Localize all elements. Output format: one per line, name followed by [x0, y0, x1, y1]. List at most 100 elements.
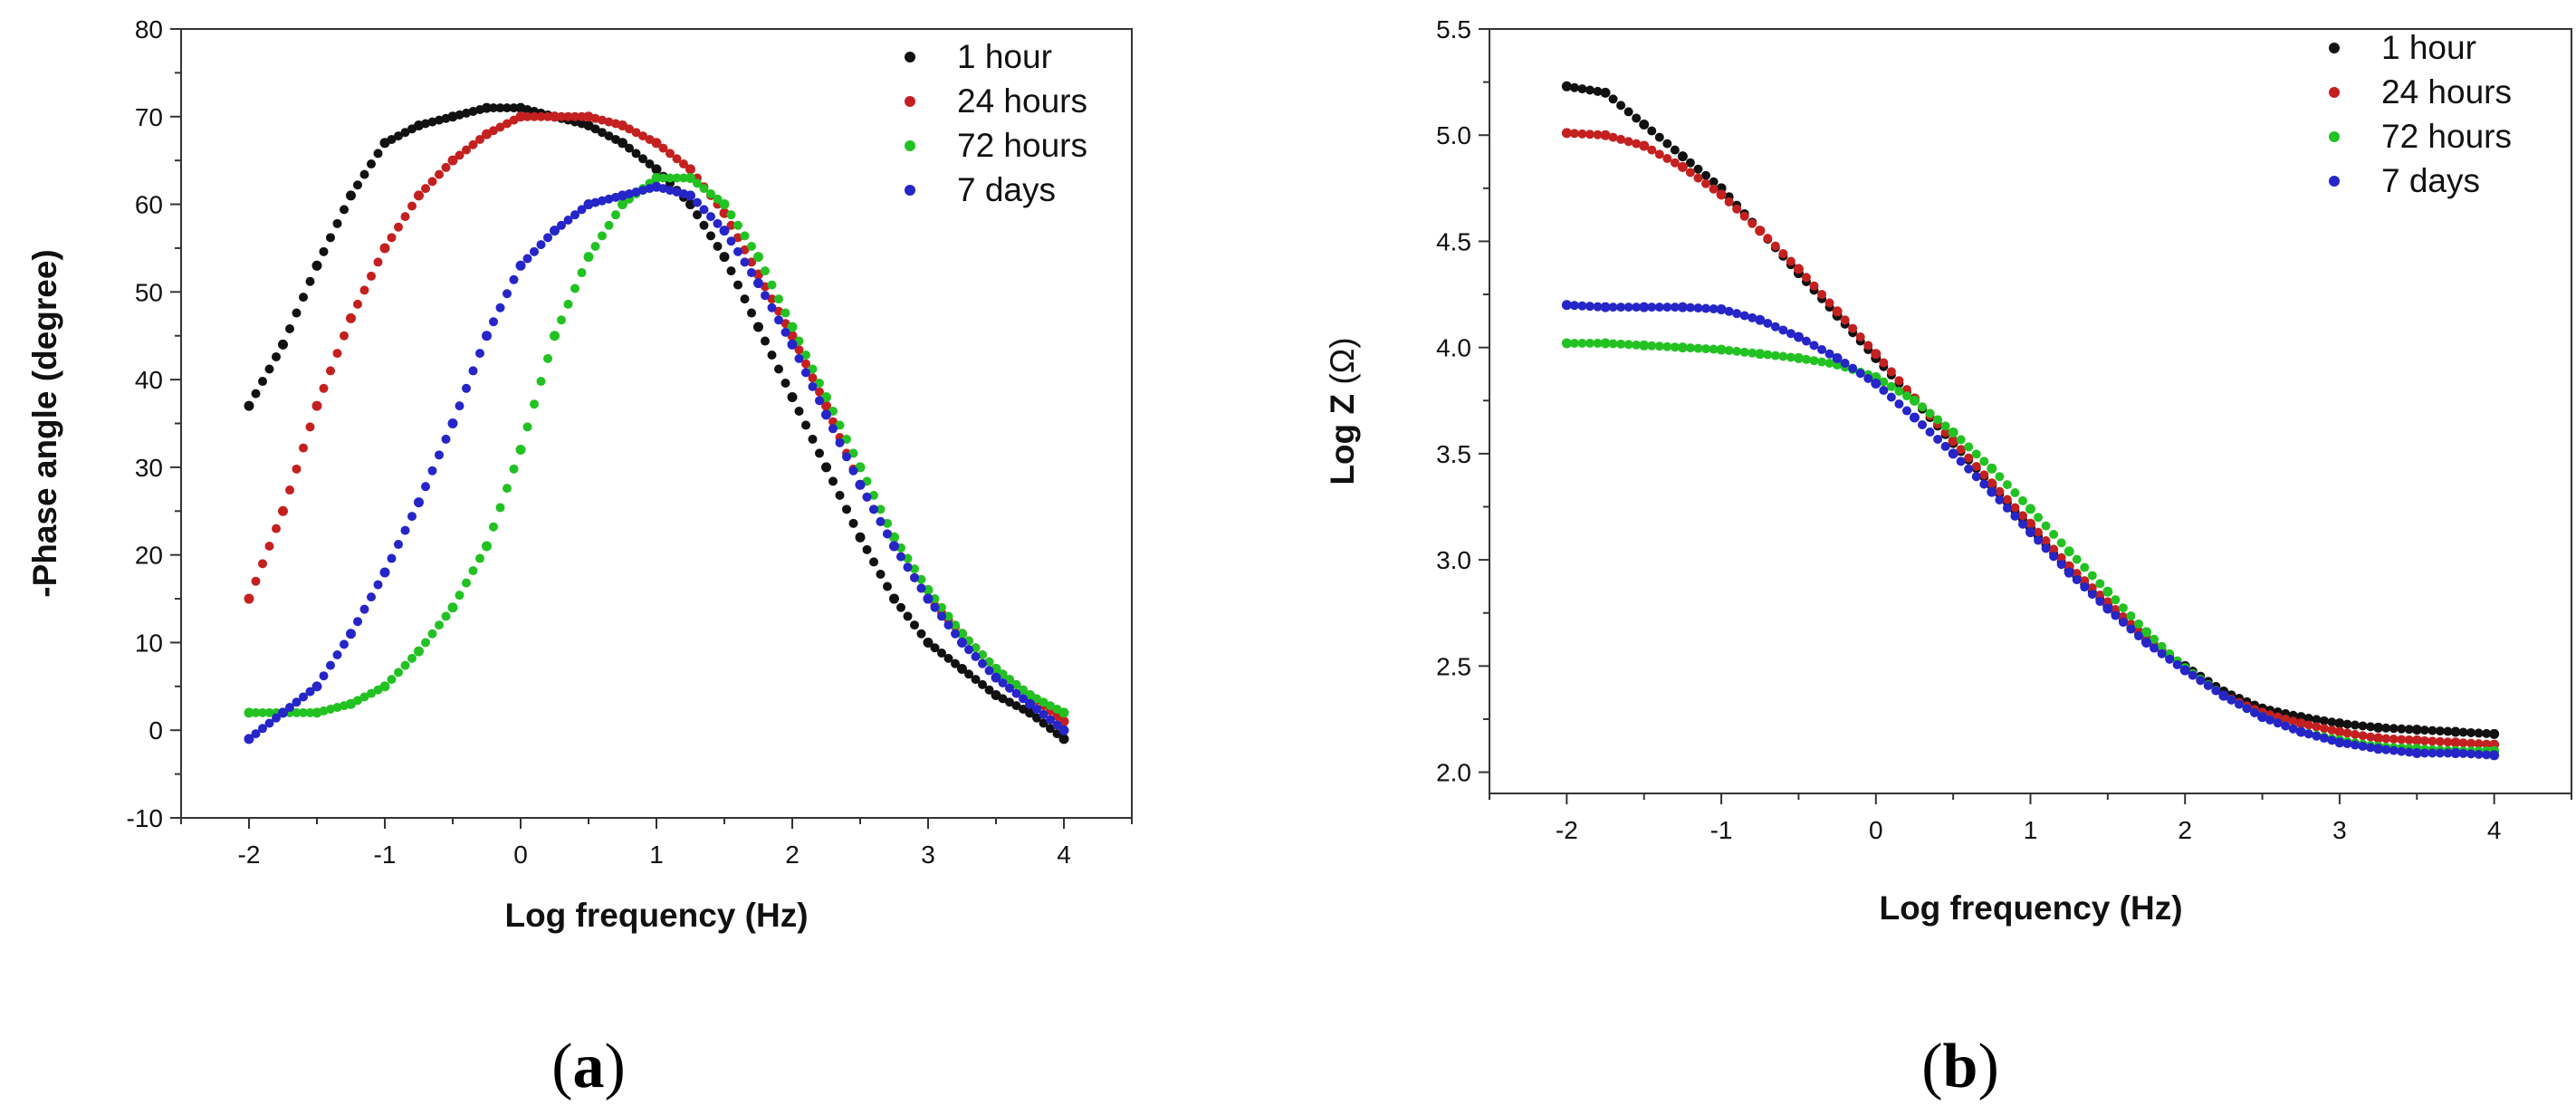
data-point [685, 164, 695, 175]
data-point-interp [1005, 683, 1014, 693]
data-point [1871, 349, 1882, 360]
data-point-interp [435, 169, 444, 179]
data-point [1677, 151, 1688, 162]
data-point [1716, 344, 1727, 355]
data-point-interp [489, 522, 498, 532]
data-point-interp [1011, 701, 1021, 711]
data-point-interp [842, 452, 851, 462]
legend-label: 72 hours [2381, 118, 2512, 155]
data-point-interp [706, 212, 715, 222]
data-point-interp [598, 128, 607, 138]
data-point [2295, 718, 2306, 729]
y-tick-label: 10 [135, 629, 163, 657]
data-point-interp [971, 675, 981, 685]
data-point-interp [604, 117, 614, 127]
data-point-interp [2002, 503, 2012, 513]
data-point-interp [1709, 184, 1719, 194]
data-point-interp [353, 696, 362, 706]
data-point-interp [713, 218, 723, 228]
data-point-interp [2242, 704, 2252, 714]
data-point-interp [2002, 495, 2012, 504]
data-point-interp [740, 294, 750, 304]
panel-label-letter: a [573, 1032, 605, 1101]
data-point [923, 593, 934, 604]
data-point-interp [1940, 421, 1950, 431]
data-point-interp [611, 192, 620, 202]
data-point [1025, 698, 1035, 709]
data-point-interp [1701, 170, 1710, 180]
data-point-interp [543, 353, 552, 363]
data-point-interp [2443, 748, 2453, 758]
data-point-interp [1863, 341, 1873, 351]
data-point-interp [557, 315, 566, 325]
data-point-interp [305, 707, 315, 717]
series-1-hour [244, 102, 1069, 745]
data-point-interp [848, 448, 858, 458]
data-point-interp [2095, 597, 2105, 607]
data-point-interp [1654, 341, 1664, 351]
data-point-interp [896, 602, 905, 612]
data-point-interp [251, 389, 261, 399]
data-point-interp [468, 566, 478, 576]
data-point-interp [489, 103, 498, 113]
data-point-interp [1019, 694, 1028, 704]
data-point-interp [2466, 738, 2476, 748]
data-point-interp [1971, 449, 1981, 459]
data-point-interp [522, 105, 532, 115]
data-point-interp [733, 280, 742, 290]
data-point-interp [611, 210, 620, 220]
data-point-interp [767, 303, 777, 312]
data-point-interp [2010, 488, 2020, 498]
data-point-interp [2389, 745, 2399, 755]
data-point [2411, 735, 2422, 745]
data-point [447, 418, 458, 428]
data-point-interp [285, 703, 294, 713]
data-point-interp [475, 553, 484, 563]
data-point-interp [2303, 714, 2313, 724]
data-point-interp [2458, 727, 2468, 737]
data-point [311, 260, 322, 271]
data-point-interp [699, 205, 709, 215]
data-point-interp [998, 677, 1008, 687]
data-point-interp [2211, 686, 2221, 696]
data-point-interp [495, 303, 505, 312]
data-point-interp [292, 308, 302, 318]
data-point-interp [2342, 728, 2352, 738]
data-point-interp [1647, 126, 1657, 136]
data-point-interp [910, 572, 919, 582]
panel-label: (a) [551, 1032, 626, 1101]
data-point [346, 312, 356, 323]
data-point-interp [1979, 456, 1989, 466]
data-point [1600, 130, 1611, 140]
data-point [550, 331, 560, 341]
data-point-interp [1709, 177, 1719, 187]
data-point-interp [1654, 132, 1664, 142]
data-point-interp [2458, 748, 2468, 758]
data-point-interp [1809, 356, 1819, 366]
data-point-interp [1670, 145, 1680, 155]
data-point-interp [2358, 721, 2368, 731]
data-point-interp [264, 364, 274, 374]
data-point [821, 400, 831, 411]
data-point-interp [869, 557, 878, 567]
data-point-interp [937, 611, 946, 621]
data-point-interp [2080, 562, 2090, 572]
x-tick-label: 2 [2178, 816, 2192, 844]
data-point-interp [767, 280, 777, 290]
data-point-interp [272, 713, 281, 723]
data-point-interp [2126, 611, 2136, 621]
x-tick-label: 0 [513, 841, 528, 869]
data-point-interp [577, 119, 587, 129]
data-point-interp [672, 154, 682, 164]
data-point [787, 322, 798, 332]
data-point-interp [1709, 344, 1719, 354]
data-point-interp [577, 111, 587, 121]
data-point-interp [903, 553, 913, 563]
data-point-interp [604, 220, 614, 230]
data-point-interp [1670, 303, 1680, 312]
data-point-interp [862, 544, 872, 554]
data-point [1677, 161, 1688, 172]
data-point-interp [2281, 721, 2291, 731]
data-point [482, 541, 492, 552]
data-point [278, 339, 288, 350]
